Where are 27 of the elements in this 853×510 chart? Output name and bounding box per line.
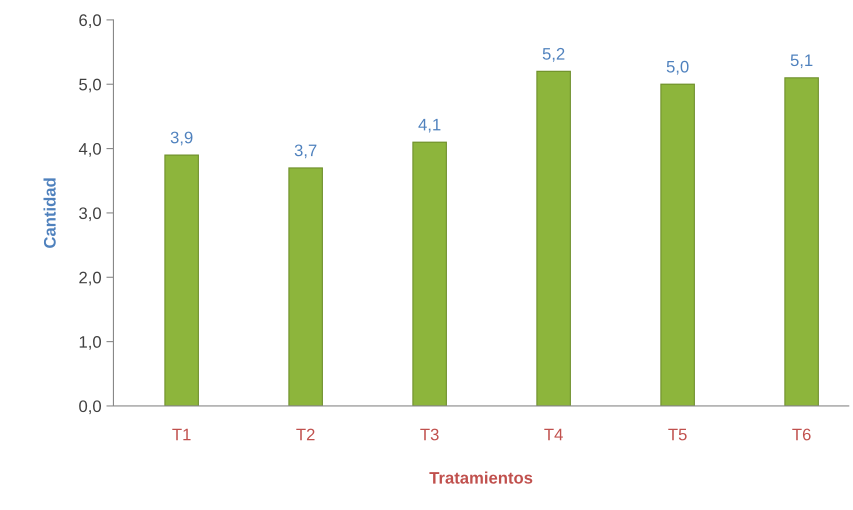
y-tick-label: 2,0 [79,272,101,286]
bar [164,154,199,406]
x-tick-label: T4 [544,428,563,440]
x-tick-label: T1 [172,428,191,440]
bar [288,167,323,406]
y-tick-label: 3,0 [79,207,101,222]
x-axis-title: Tratamientos [429,471,532,484]
y-tick-label: 1,0 [80,336,101,350]
data-label: 5,0 [666,60,689,75]
x-tick-label: T2 [296,428,315,440]
data-label: 3,7 [294,144,316,158]
y-axis-title: Cantidad [43,178,56,248]
bar [660,84,695,406]
y-tick-label: 4,0 [78,142,101,157]
data-label: 4,1 [418,118,440,132]
data-label: 3,9 [170,132,192,146]
bar [536,70,571,406]
bar [784,77,819,406]
x-tick-label: T5 [668,428,687,440]
y-tick-label: 0,0 [79,400,101,414]
y-tick-label: 6,0 [79,14,101,28]
x-tick-label: T6 [792,428,811,440]
bar [412,142,447,406]
data-label: 5,2 [542,48,564,62]
y-tick-label: 5,0 [79,78,101,92]
x-tick-label: T3 [420,428,439,440]
data-label: 5,1 [790,54,812,68]
